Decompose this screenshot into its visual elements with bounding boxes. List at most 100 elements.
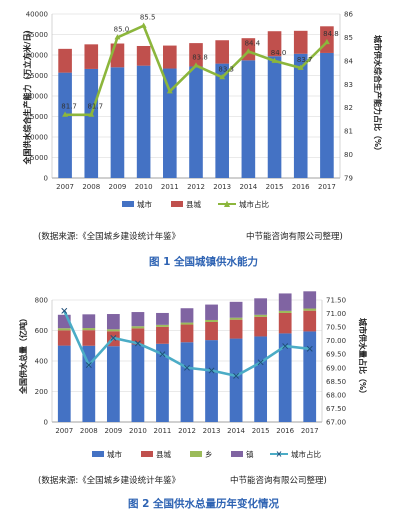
bar-segment (82, 314, 96, 329)
y-tick-label: 400 (35, 358, 48, 366)
share-point (245, 48, 252, 54)
bar-segment (131, 312, 145, 327)
bar-segment (106, 329, 120, 332)
share-point (62, 111, 69, 117)
y-tick-label: 200 (35, 388, 48, 396)
chart2-caption: 图 2 全国供水总量历年变化情况 (127, 498, 280, 510)
bar-segment (110, 67, 125, 178)
x-tick-label: 2008 (82, 183, 100, 191)
bar-segment (241, 60, 256, 178)
y2-tick-label: 68.00 (326, 391, 346, 399)
legend-label: 城市占比 (239, 199, 269, 209)
legend-swatch (190, 451, 202, 457)
share-point (219, 74, 226, 80)
x-tick-label: 2010 (129, 427, 147, 435)
bar-segment (254, 298, 268, 315)
x-tick-label: 2013 (213, 183, 231, 191)
legend-label: 县城 (186, 200, 201, 209)
bar-segment (163, 45, 177, 69)
chart1-caption: 图 1 全国城镇供水能力 (148, 256, 259, 268)
bar-segment (156, 326, 169, 344)
share-point (297, 64, 304, 70)
bar-segment (58, 72, 72, 178)
bar-segment (205, 321, 218, 341)
bar-segment (82, 345, 96, 422)
x-tick-label: 2015 (266, 183, 284, 191)
bar-segment (131, 328, 145, 345)
legend-swatch (122, 201, 134, 207)
bar-segment (303, 308, 317, 311)
share-point (208, 367, 215, 374)
bar-segment (58, 48, 72, 73)
bar-segment (303, 310, 317, 332)
share-data-label: 83.3 (218, 65, 234, 73)
y-tick-label: 0 (44, 175, 48, 183)
y2-tick-label: 80 (344, 151, 353, 159)
legend-label: 城市 (107, 449, 122, 459)
legend-label: 城市占比 (291, 449, 321, 459)
legend-label: 乡 (205, 450, 213, 459)
x-tick-label: 2015 (252, 427, 270, 435)
legend-label: 城市 (137, 199, 152, 209)
y-axis-label: 全国供水总量（亿吨） (18, 314, 28, 395)
y-tick-label: 15000 (26, 113, 48, 121)
chart1-source-right: 中节能咨询有限公司整理) (246, 232, 343, 242)
y-tick-label: 35000 (26, 31, 48, 39)
x-tick-label: 2009 (104, 427, 122, 435)
x-tick-label: 2016 (292, 183, 310, 191)
y2-tick-label: 71.00 (326, 310, 346, 318)
y2-tick-label: 69.00 (326, 364, 346, 372)
bar-segment (82, 330, 96, 346)
y2-tick-label: 67.00 (326, 419, 346, 427)
bar-segment (278, 312, 292, 334)
y-tick-label: 600 (35, 327, 48, 335)
bar-segment (163, 68, 177, 178)
x-tick-label: 2016 (276, 427, 294, 435)
share-data-label: 83.7 (297, 56, 313, 64)
bar-segment (131, 326, 145, 329)
x-tick-label: 2009 (109, 183, 127, 191)
bar-segment (205, 304, 218, 320)
y-tick-label: 10000 (26, 134, 48, 142)
y2-axis-label: 城市供水量占比（%） (358, 318, 368, 398)
bar-segment (180, 342, 194, 422)
share-point (193, 62, 199, 68)
share-point (257, 359, 264, 366)
bar-segment (57, 330, 71, 346)
bar-segment (267, 56, 282, 179)
bar-segment (106, 314, 120, 330)
share-point (166, 88, 173, 94)
x-tick-label: 2011 (154, 427, 172, 435)
bar-segment (106, 346, 120, 422)
bar-segment (180, 324, 194, 343)
y2-tick-label: 82 (344, 104, 353, 112)
x-tick-label: 2012 (178, 427, 196, 435)
bar-segment (278, 293, 292, 311)
share-data-label: 83.8 (192, 54, 208, 62)
bar-segment (215, 40, 229, 64)
y2-tick-label: 69.50 (326, 351, 346, 359)
share-point (306, 345, 313, 352)
bar-segment (205, 340, 218, 422)
x-tick-label: 2007 (55, 427, 73, 435)
bar-segment (189, 66, 203, 178)
bar-segment (57, 345, 71, 422)
y2-tick-label: 79 (344, 175, 353, 183)
share-point (88, 111, 95, 117)
y-tick-label: 20000 (26, 93, 48, 101)
share-point (271, 57, 278, 63)
share-point (184, 364, 190, 371)
share-point (61, 307, 68, 314)
chart-supply-capacity: 全国供水综合生产能力（万立方米/日） 城市供水综合生产能力占比（%） 0 5000… (22, 11, 383, 210)
share-point (140, 22, 147, 28)
bar-segment (205, 319, 218, 322)
share-point (233, 372, 240, 379)
chart2-source-right: 中节能咨询有限公司整理) (230, 476, 327, 486)
x-tick-label: 2013 (203, 427, 221, 435)
y2-axis-label: 城市供水综合生产能力占比（%） (373, 35, 383, 155)
y2-tick-label: 70.00 (326, 337, 346, 345)
share-data-label: 84.4 (245, 39, 261, 47)
share-point (114, 34, 121, 40)
bar-segment (303, 331, 317, 422)
